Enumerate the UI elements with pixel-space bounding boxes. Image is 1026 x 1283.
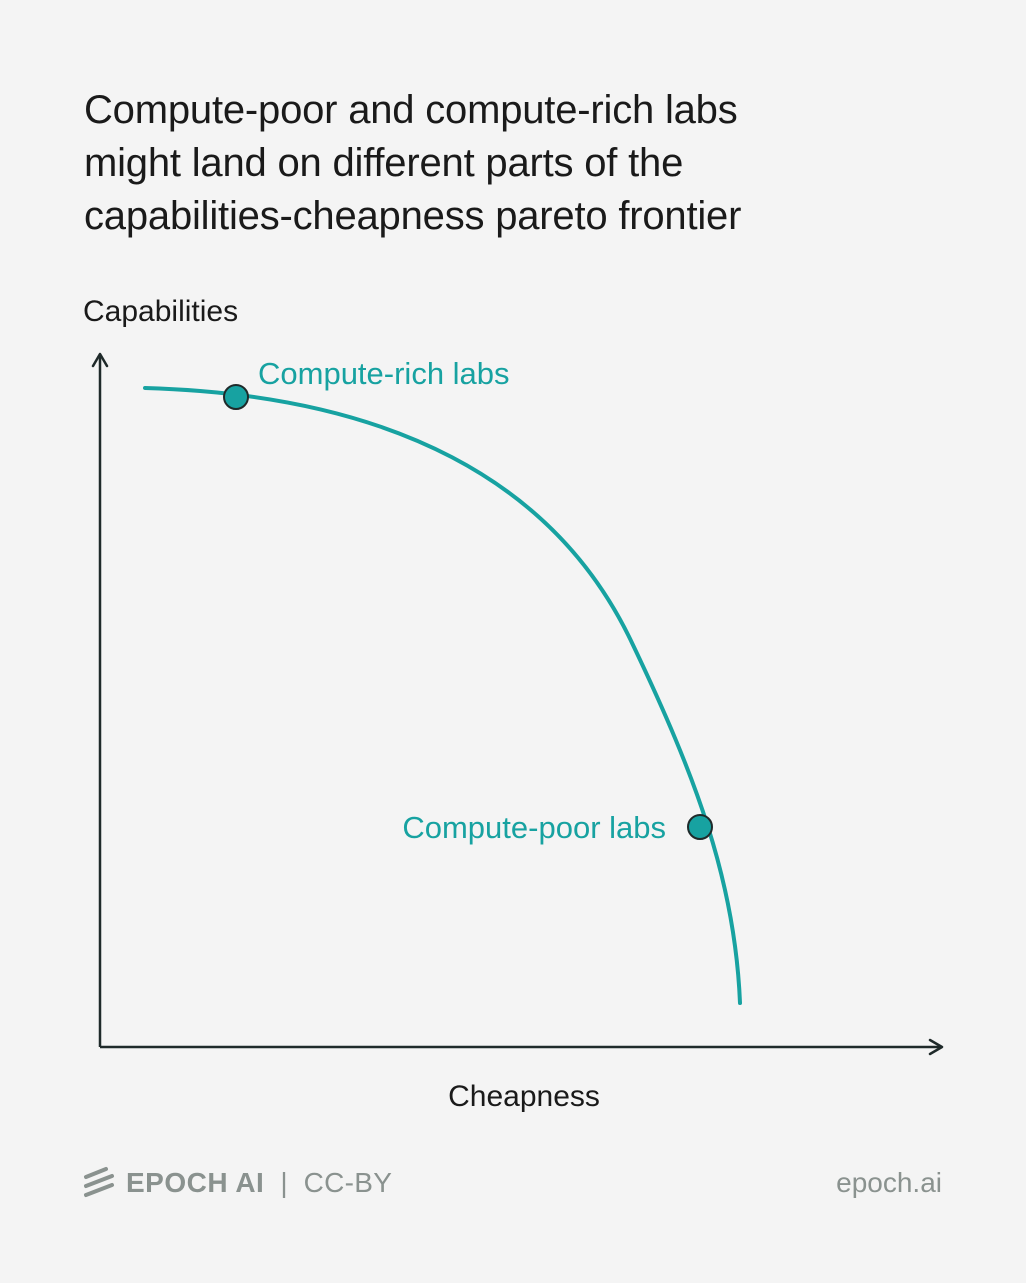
title-line-2: might land on different parts of the (84, 141, 684, 185)
x-axis-arrow-icon (928, 1038, 944, 1056)
brand-name: EPOCH AI (126, 1167, 265, 1198)
x-axis-label: Cheapness (448, 1080, 600, 1113)
title-line-1: Compute-poor and compute-rich labs (84, 88, 738, 132)
page-title: Compute-poor and compute-rich labs might… (84, 84, 964, 243)
site-url[interactable]: epoch.ai (836, 1167, 942, 1198)
license-label: CC-BY (303, 1167, 393, 1198)
title-line-3: capabilities-cheapness pareto frontier (84, 194, 742, 238)
footer-separator: | (280, 1167, 288, 1198)
compute-poor-label: Compute-poor labs (402, 810, 666, 845)
y-axis-arrow-icon (91, 352, 109, 368)
compute-rich-point (223, 384, 249, 410)
epoch-logo-icon (84, 1167, 114, 1197)
compute-poor-point (687, 814, 713, 840)
y-axis-label: Capabilities (83, 295, 238, 328)
footer-branding: EPOCH AI | CC-BY (82, 1163, 392, 1203)
compute-rich-label: Compute-rich labs (258, 356, 510, 391)
pareto-frontier-curve (143, 386, 742, 1005)
axes (91, 352, 944, 1056)
